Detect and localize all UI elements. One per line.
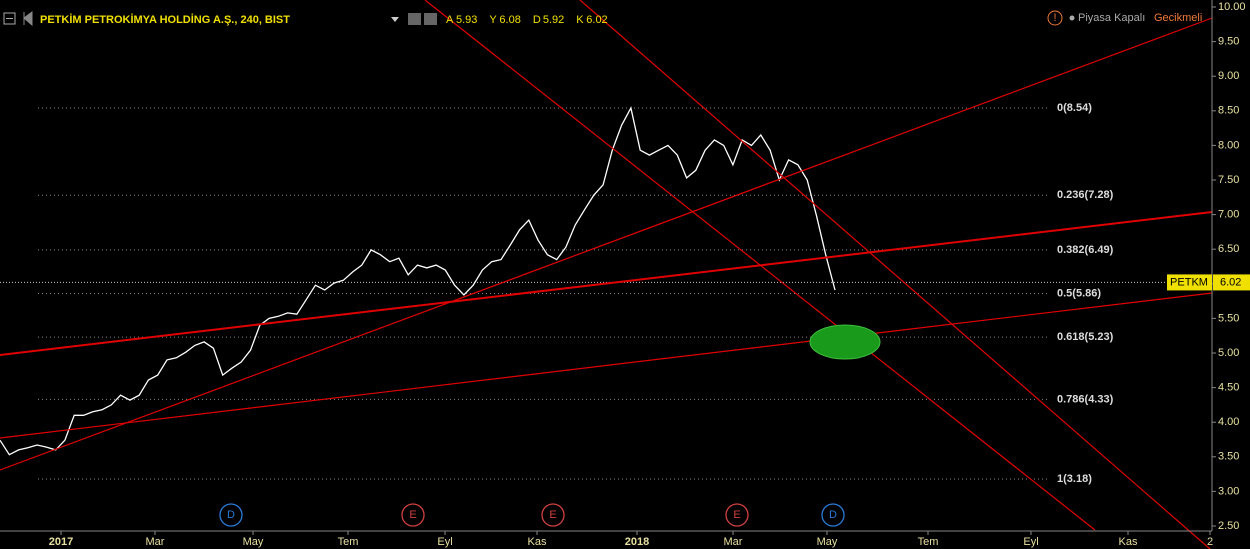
x-tick-label: Kas [1119,536,1138,548]
ohlc-value: 5.92 [543,14,564,26]
x-tick-label: Mar [724,536,743,548]
x-tick-label: Kas [528,536,547,548]
event-label: D [829,509,837,521]
status-dot [1069,15,1075,21]
event-marker [541,503,565,527]
alert-icon[interactable] [1047,10,1063,26]
ohlc-label: Y [489,14,497,26]
x-tick-label: May [243,536,264,548]
y-tick-label: 3.50 [1218,451,1239,463]
fib-level-label: 0.236(7.28) [1057,189,1114,201]
y-tick-label: 4.50 [1218,382,1239,394]
delay-status[interactable]: Gecikmeli [1154,12,1202,24]
event-marker [821,503,845,527]
event-label: E [409,509,416,521]
fib-level-label: 0.618(5.23) [1057,331,1114,343]
trend-line [579,0,1211,549]
x-tick-label: Eyl [1023,536,1038,548]
x-tick-label: Mar [146,536,165,548]
y-tick-label: 9.50 [1218,36,1239,48]
fib-level-label: 0(8.54) [1057,102,1092,114]
event-marker [401,503,425,527]
fib-level-label: 0.5(5.86) [1057,287,1101,299]
y-tick-label: 9.00 [1218,70,1239,82]
event-marker [219,503,243,527]
market-status: Piyasa Kapalı [1078,12,1145,24]
fib-level-label: 0.786(4.33) [1057,393,1114,405]
y-tick-label: 7.00 [1218,209,1239,221]
ohlc-value: 6.02 [586,14,607,26]
fib-level-label: 0.382(6.49) [1057,244,1114,256]
collapse-button[interactable] [3,12,16,25]
axes: 2.503.003.504.004.505.005.506.006.507.00… [49,1,1250,548]
y-tick-label: 5.50 [1218,312,1239,324]
y-tick-label: 8.00 [1218,139,1239,151]
symbol-icon [23,11,33,27]
y-tick-label: 8.50 [1218,105,1239,117]
plot-area: 0(8.54) 0.236(7.28) 0.382(6.49) 0.5(5.86) 0.… [0,102,1212,527]
ohlc: A 5.93 Y 6.08 D 5.92 K 6.02 [446,14,608,26]
x-tick-label: Tem [338,536,359,548]
eye-icon[interactable] [408,13,421,25]
chart-title[interactable]: PETKİM PETROKİMYA HOLDİNG A.Ş., 240, BIS… [40,13,290,26]
alert-mark: ! [1053,12,1056,24]
x-tick-label: 2017 [49,536,73,548]
trend-line [0,17,1213,471]
trend-lines [0,0,1213,549]
ohlc-label: D [533,14,541,26]
x-tick-label: May [817,536,838,548]
ohlc-label: A [446,14,454,26]
dropdown-icon[interactable] [391,17,399,22]
event-label: E [549,509,556,521]
x-tick-label: 2018 [625,536,649,548]
settings-icon[interactable] [424,13,437,25]
highlight-ellipse [809,324,881,360]
price-name: PETKM [1170,276,1208,288]
y-tick-label: 7.50 [1218,174,1239,186]
fib-level-label: 1(3.18) [1057,473,1092,485]
x-tick-label: 2 [1207,536,1213,548]
price-value-box [1213,274,1250,291]
x-tick-label: Tem [918,536,939,548]
x-tick-label: Eyl [437,536,452,548]
price-line-series [0,106,836,456]
y-tick-label: 4.00 [1218,416,1239,428]
ohlc-value: 6.08 [499,14,520,26]
event-marker [725,503,749,527]
price-name-box [1167,274,1212,291]
trend-line [0,292,1213,439]
ohlc-label: K [576,14,584,26]
y-tick-label: 6.50 [1218,243,1239,255]
event-label: D [227,509,235,521]
price-value: 6.02 [1220,276,1241,288]
y-tick-label: 5.00 [1218,347,1239,359]
y-tick-label: 2.50 [1218,520,1239,532]
trend-line [0,211,1213,356]
event-label: E [733,509,740,521]
y-tick-label: 10.00 [1218,1,1246,13]
y-tick-label: 3.00 [1218,485,1239,497]
ohlc-value: 5.93 [456,14,477,26]
